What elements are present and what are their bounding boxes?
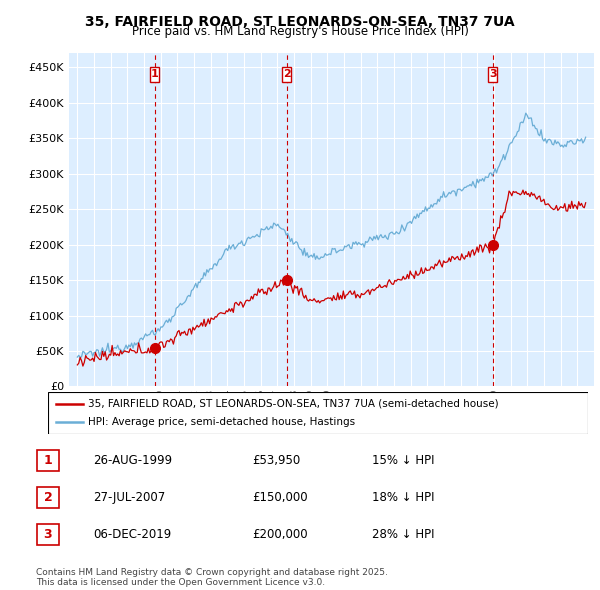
Text: 26-AUG-1999: 26-AUG-1999 — [93, 454, 172, 467]
Text: 3: 3 — [489, 70, 496, 80]
FancyBboxPatch shape — [488, 67, 497, 82]
Text: 18% ↓ HPI: 18% ↓ HPI — [372, 491, 434, 504]
Text: 27-JUL-2007: 27-JUL-2007 — [93, 491, 165, 504]
Text: £150,000: £150,000 — [252, 491, 308, 504]
Text: £200,000: £200,000 — [252, 528, 308, 541]
FancyBboxPatch shape — [150, 67, 160, 82]
Text: 2: 2 — [44, 491, 52, 504]
FancyBboxPatch shape — [282, 67, 291, 82]
Text: Contains HM Land Registry data © Crown copyright and database right 2025.
This d: Contains HM Land Registry data © Crown c… — [36, 568, 388, 587]
Text: 2: 2 — [283, 70, 290, 80]
Text: 35, FAIRFIELD ROAD, ST LEONARDS-ON-SEA, TN37 7UA (semi-detached house): 35, FAIRFIELD ROAD, ST LEONARDS-ON-SEA, … — [89, 399, 499, 409]
Text: 28% ↓ HPI: 28% ↓ HPI — [372, 528, 434, 541]
Text: 15% ↓ HPI: 15% ↓ HPI — [372, 454, 434, 467]
Text: 3: 3 — [44, 528, 52, 541]
Text: Price paid vs. HM Land Registry's House Price Index (HPI): Price paid vs. HM Land Registry's House … — [131, 25, 469, 38]
Text: £53,950: £53,950 — [252, 454, 300, 467]
Text: HPI: Average price, semi-detached house, Hastings: HPI: Average price, semi-detached house,… — [89, 418, 356, 428]
Text: 06-DEC-2019: 06-DEC-2019 — [93, 528, 171, 541]
Text: 1: 1 — [151, 70, 159, 80]
Text: 35, FAIRFIELD ROAD, ST LEONARDS-ON-SEA, TN37 7UA: 35, FAIRFIELD ROAD, ST LEONARDS-ON-SEA, … — [85, 15, 515, 29]
Text: 1: 1 — [44, 454, 52, 467]
